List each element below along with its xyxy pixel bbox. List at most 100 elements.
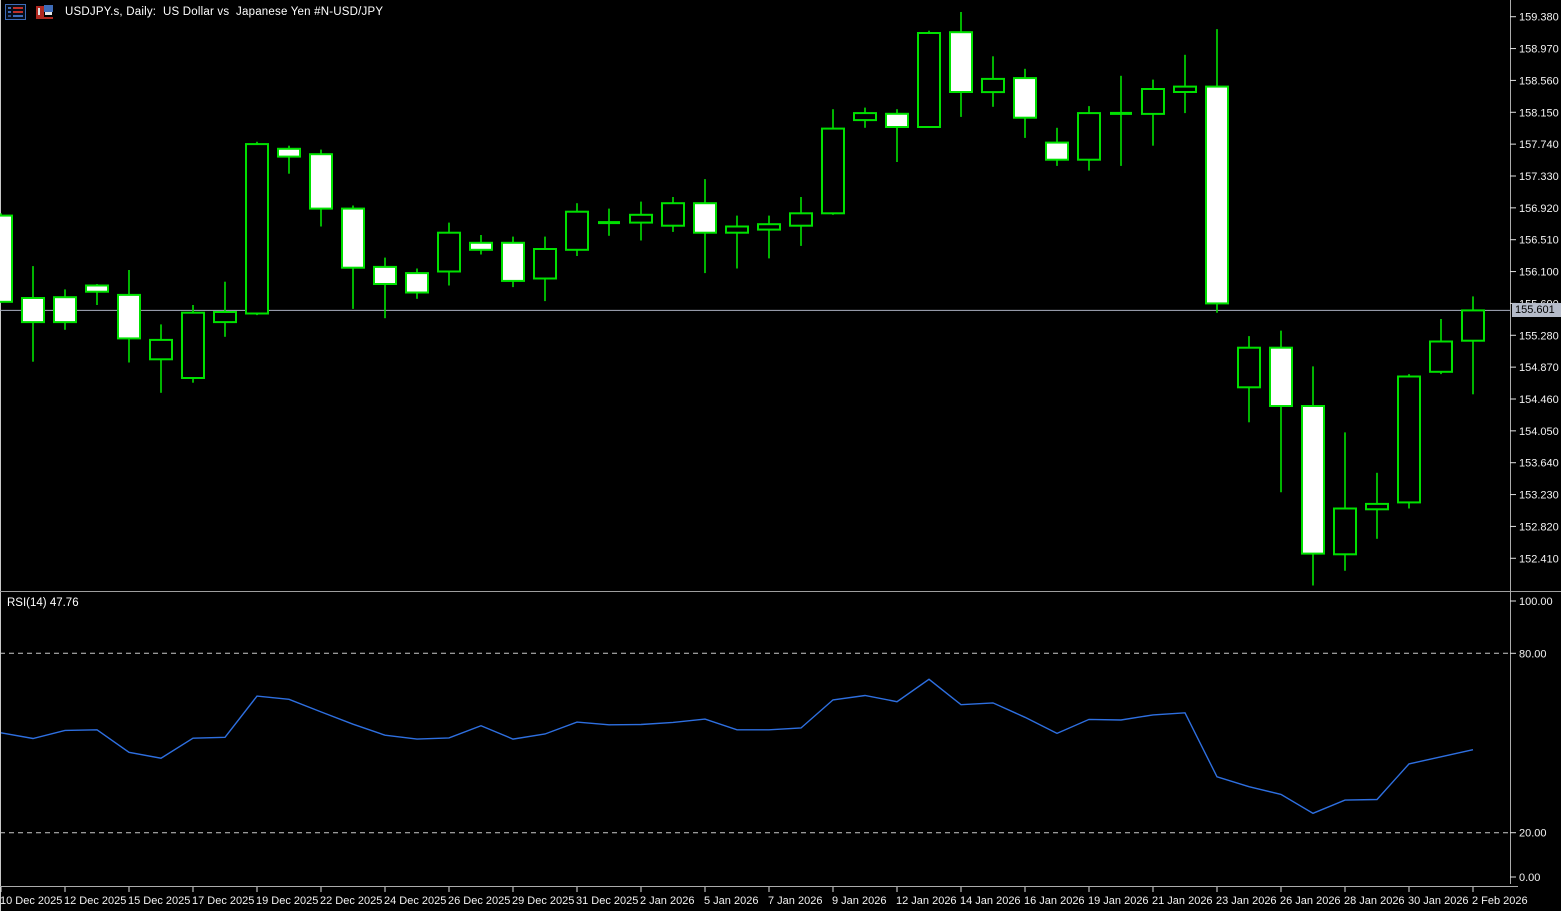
date-label: 26 Jan 2026 — [1280, 895, 1341, 907]
rsi-axis[interactable]: 100.00 80.00 20.00 0.00 — [1510, 596, 1553, 884]
candle-body-bear — [309, 153, 333, 210]
candle-body-bull — [1237, 346, 1261, 389]
candle-body-bull — [213, 311, 237, 324]
candle-body-bull — [1365, 502, 1389, 511]
candle-body-bear — [341, 207, 365, 269]
symbol-list-icon[interactable] — [5, 4, 26, 20]
date-label: 10 Dec 2025 — [0, 895, 62, 907]
date-label: 17 Dec 2025 — [192, 895, 254, 907]
price-tick-label: 152.820 — [1519, 521, 1559, 533]
rsi-level-lines — [0, 652, 1510, 834]
candle-body-bull — [1397, 375, 1421, 504]
price-tick-label: 156.920 — [1519, 203, 1559, 215]
price-tick-label: 158.970 — [1519, 44, 1559, 56]
candle-body-bull — [1173, 85, 1197, 93]
candle-body-bull — [661, 202, 685, 227]
candle-body-bear — [1301, 405, 1325, 555]
rsi-indicator-label: RSI(14) 47.76 — [7, 597, 79, 609]
date-label: 19 Dec 2025 — [256, 895, 318, 907]
candle-body-doji — [1110, 111, 1132, 115]
candle-body-bear — [469, 241, 493, 251]
date-label: 9 Jan 2026 — [832, 895, 886, 907]
candle-body-bear — [1205, 85, 1229, 305]
price-tick-label: 156.510 — [1519, 235, 1559, 247]
candle-body-bull — [629, 213, 653, 224]
chart-window-icon[interactable] — [35, 4, 56, 20]
candle-body-bull — [1141, 88, 1165, 115]
candle-body-bull — [245, 143, 269, 315]
price-tick-label: 153.640 — [1519, 458, 1559, 470]
date-label: 14 Jan 2026 — [960, 895, 1021, 907]
candle-body-bear — [373, 265, 397, 285]
date-label: 19 Jan 2026 — [1088, 895, 1149, 907]
date-label: 21 Jan 2026 — [1152, 895, 1213, 907]
candle-body-bull — [821, 127, 845, 215]
rsi-tick-label: 100.00 — [1519, 596, 1553, 608]
price-tick-label: 157.330 — [1519, 171, 1559, 183]
candle-body-bear — [501, 241, 525, 282]
candle-body-bull — [149, 338, 173, 361]
candle-body-bull — [853, 112, 877, 122]
candle-body-bull — [757, 223, 781, 231]
rsi-tick-label: 80.00 — [1519, 648, 1547, 660]
candle-body-bull — [917, 32, 941, 128]
date-label: 29 Dec 2025 — [512, 895, 574, 907]
titlebar: USDJPY.s, Daily: US Dollar vs Japanese Y… — [5, 3, 383, 21]
candle-body-bear — [0, 214, 13, 303]
date-label: 26 Dec 2025 — [448, 895, 510, 907]
candle-body-bull — [533, 248, 557, 280]
candle-body-bull — [1077, 112, 1101, 161]
candle-body-bull — [1333, 507, 1357, 556]
date-label: 12 Dec 2025 — [64, 895, 126, 907]
date-label: 2 Feb 2026 — [1472, 895, 1528, 907]
candle-body-bear — [885, 112, 909, 129]
candle-body-doji — [598, 221, 620, 225]
candle-body-bull — [565, 210, 589, 251]
rsi-tick-label: 20.00 — [1519, 828, 1547, 840]
date-label: 15 Dec 2025 — [128, 895, 190, 907]
price-tick-label: 157.740 — [1519, 139, 1559, 151]
candle-body-bear — [21, 297, 45, 324]
date-label: 31 Dec 2025 — [576, 895, 638, 907]
price-tick-label: 152.410 — [1519, 553, 1559, 565]
date-label: 5 Jan 2026 — [704, 895, 758, 907]
price-tick-label: 158.560 — [1519, 75, 1559, 87]
candle-body-bear — [1013, 77, 1037, 119]
price-tick-label: 154.460 — [1519, 394, 1559, 406]
candle-body-bull — [181, 311, 205, 380]
candle-body-bear — [693, 202, 717, 234]
chart-title: USDJPY.s, Daily: US Dollar vs Japanese Y… — [65, 6, 384, 18]
candle-body-bull — [1461, 309, 1485, 342]
candle-body-bull — [725, 225, 749, 234]
candle-body-bull — [789, 212, 813, 227]
candle-body-bear — [117, 293, 141, 340]
price-tick-label: 159.380 — [1519, 12, 1559, 24]
candle-body-bear — [1045, 141, 1069, 161]
candle-body-bull — [437, 231, 461, 273]
price-tick-label: 156.100 — [1519, 267, 1559, 279]
price-tick-label: 153.230 — [1519, 490, 1559, 502]
date-label: 7 Jan 2026 — [768, 895, 822, 907]
rsi-tick-label: 0.00 — [1519, 872, 1540, 884]
candle-body-bear — [405, 272, 429, 294]
candles-layer — [0, 12, 1485, 586]
rsi-line — [0, 678, 1474, 815]
candle-body-bear — [85, 284, 109, 293]
price-tick-label: 155.280 — [1519, 330, 1559, 342]
date-label: 24 Dec 2025 — [384, 895, 446, 907]
candle-body-bull — [1429, 340, 1453, 373]
candle-body-bear — [277, 147, 301, 158]
candle-body-bear — [53, 296, 77, 324]
candle-body-bear — [1269, 346, 1293, 408]
price-tick-label: 154.870 — [1519, 362, 1559, 374]
date-axis[interactable]: 10 Dec 2025 12 Dec 2025 15 Dec 2025 17 Dec … — [0, 887, 1528, 907]
price-axis[interactable]: 159.380 158.970 158.560 158.150 157.740 157.3… — [1510, 12, 1559, 566]
date-label: 22 Dec 2025 — [320, 895, 382, 907]
candle-body-bull — [981, 77, 1005, 94]
candle-body-bear — [949, 31, 973, 93]
date-label: 23 Jan 2026 — [1216, 895, 1277, 907]
date-label: 2 Jan 2026 — [640, 895, 694, 907]
price-tick-label: 158.150 — [1519, 107, 1559, 119]
